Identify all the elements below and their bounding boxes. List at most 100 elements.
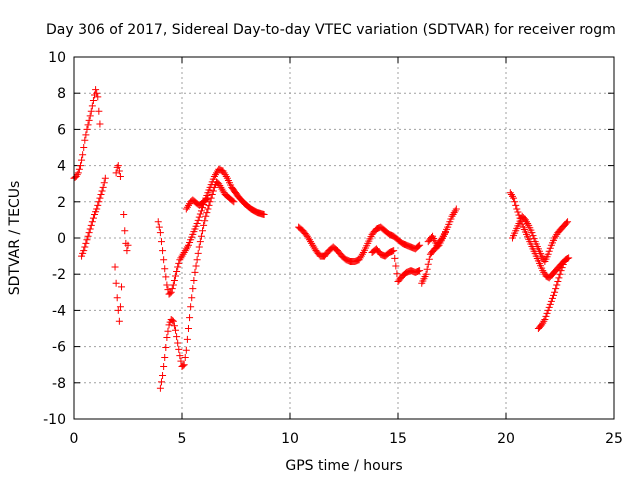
data-point-marker — [438, 234, 446, 242]
data-point-marker — [424, 260, 432, 268]
data-point-marker — [177, 357, 185, 365]
data-point-marker — [93, 89, 101, 97]
data-point-marker — [79, 151, 87, 159]
data-point-marker — [546, 244, 554, 252]
data-point-marker — [530, 235, 538, 243]
x-tick-label: 10 — [281, 431, 299, 447]
data-point-marker — [451, 207, 459, 215]
data-point-marker — [174, 263, 182, 271]
data-point-marker — [81, 243, 89, 251]
data-point-marker — [175, 345, 183, 353]
data-point-marker — [115, 317, 123, 325]
data-point-marker — [201, 217, 209, 225]
y-tick-label: 4 — [57, 159, 66, 175]
data-point-marker — [392, 262, 400, 270]
y-tick-label: 0 — [57, 231, 66, 247]
data-point-marker — [87, 107, 95, 115]
data-point-marker — [184, 325, 192, 332]
data-point-marker — [157, 238, 165, 246]
data-point-marker — [449, 210, 457, 218]
data-point-marker — [416, 241, 424, 249]
data-point-marker — [111, 263, 119, 271]
data-point-marker — [160, 363, 168, 371]
data-point-marker — [356, 254, 364, 262]
data-point-marker — [123, 247, 131, 255]
data-point-marker — [194, 249, 202, 257]
x-tick-label: 25 — [605, 431, 623, 447]
data-point-marker — [89, 96, 97, 104]
data-point-marker — [112, 169, 120, 177]
data-point-marker — [553, 281, 561, 289]
data-point-marker — [358, 250, 366, 258]
data-point-marker — [173, 333, 181, 341]
data-point-marker — [528, 229, 536, 237]
data-point-marker — [98, 187, 106, 195]
data-point-marker — [81, 136, 89, 144]
series-arc-12 — [424, 229, 450, 249]
data-point-marker — [309, 241, 317, 249]
data-point-marker — [211, 171, 219, 179]
data-point-marker — [164, 327, 172, 335]
data-point-marker — [169, 317, 177, 325]
data-point-marker — [163, 281, 171, 289]
data-point-marker — [183, 243, 191, 251]
data-point-marker — [193, 220, 201, 228]
data-point-marker — [93, 205, 101, 213]
data-point-marker — [96, 120, 104, 128]
data-point-marker — [559, 261, 567, 269]
data-point-marker — [161, 265, 169, 273]
data-point-marker — [310, 243, 318, 251]
data-point-marker — [95, 107, 103, 115]
series-arc-1 — [70, 86, 104, 182]
data-point-marker — [510, 194, 518, 202]
data-point-marker — [183, 335, 191, 343]
data-point-marker — [452, 205, 460, 213]
data-point-marker — [539, 267, 547, 275]
x-tick-label: 15 — [389, 431, 407, 447]
data-point-marker — [161, 353, 169, 361]
series-arc-10 — [368, 245, 424, 285]
data-point-marker — [188, 294, 196, 302]
data-point-marker — [203, 195, 211, 203]
data-point-marker — [168, 285, 176, 293]
data-point-marker — [182, 346, 190, 354]
y-tick-label: -2 — [52, 267, 66, 283]
data-point-marker — [544, 250, 552, 258]
data-point-marker — [114, 306, 122, 314]
data-point-marker — [180, 248, 188, 256]
x-tick-labels: 0 5 10 15 20 25 — [70, 431, 623, 447]
series-arc-7 — [156, 178, 238, 392]
data-point-marker — [558, 264, 566, 272]
data-point-marker — [220, 169, 228, 177]
data-point-marker — [355, 256, 363, 264]
data-point-marker — [159, 372, 167, 380]
data-point-marker — [564, 218, 572, 226]
data-point-marker — [564, 255, 572, 263]
data-point-marker — [555, 274, 563, 282]
data-point-marker — [175, 259, 183, 267]
data-point-marker — [121, 227, 129, 235]
data-point-marker — [162, 273, 170, 281]
data-point-marker — [96, 194, 104, 202]
data-point-marker — [112, 279, 120, 287]
data-point-marker — [209, 187, 217, 195]
data-point-marker — [73, 171, 81, 179]
data-point-marker — [197, 207, 205, 215]
data-point-marker — [543, 309, 551, 317]
data-point-marker — [554, 277, 562, 285]
y-tick-labels: -10 -8 -6 -4 -2 0 2 4 6 8 10 — [43, 50, 66, 428]
data-point-marker — [523, 218, 531, 226]
data-point-marker — [208, 191, 216, 199]
series-arc-9 — [295, 223, 424, 266]
data-point-marker — [391, 254, 399, 262]
data-point-marker — [552, 232, 560, 240]
data-point-marker — [181, 247, 189, 255]
data-point-marker — [187, 303, 195, 311]
y-tick-label: -10 — [43, 412, 66, 428]
data-point-marker — [524, 220, 532, 228]
data-point-marker — [450, 209, 458, 217]
data-point-marker — [94, 201, 102, 209]
data-point-marker — [162, 344, 170, 352]
data-point-marker — [308, 239, 316, 247]
